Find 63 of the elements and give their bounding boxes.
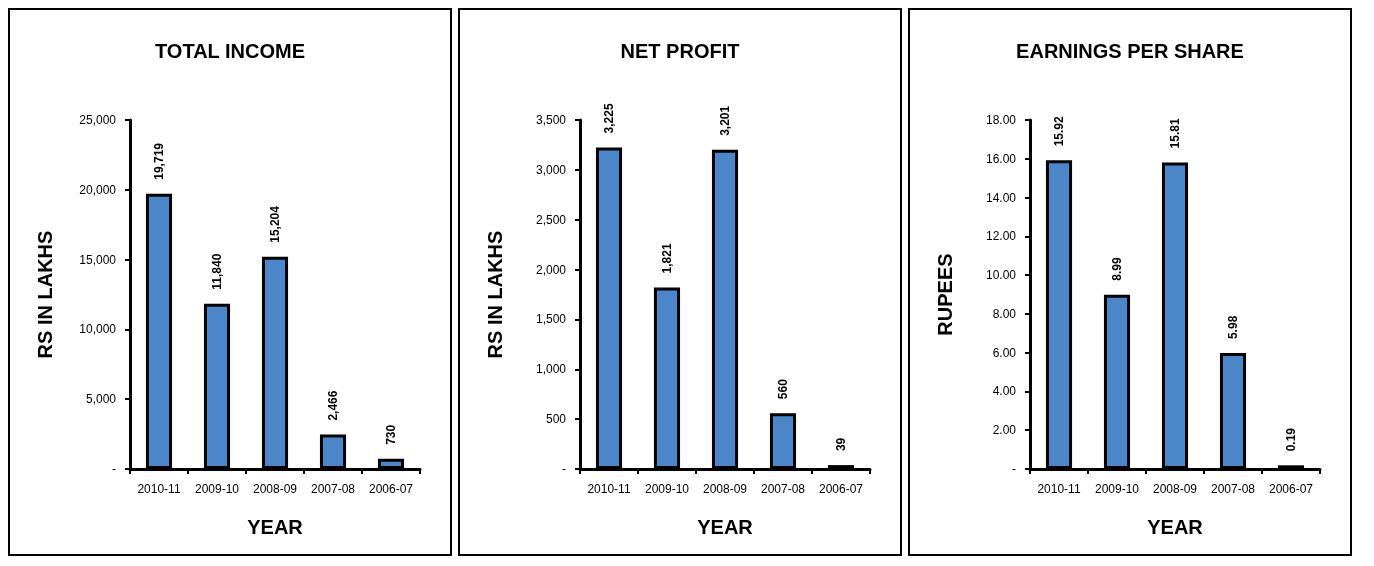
x-tick-label: 2009-10 [194, 482, 240, 496]
y-tick-label: 5,000 [85, 392, 117, 407]
y-tick-label: 2,500 [535, 212, 567, 227]
data-label: 8.99 [1110, 257, 1124, 281]
y-tick-label: 12.00 [985, 229, 1017, 244]
x-axis-title: YEAR [247, 516, 304, 538]
x-tick-label: 2008-09 [1152, 482, 1198, 496]
y-axis-title: RS IN LAKHS [34, 230, 56, 359]
x-tick-label: 2009-10 [644, 482, 690, 496]
y-tick-label: 18.00 [985, 113, 1017, 127]
y-tick-label: 1,000 [535, 362, 567, 377]
y-tick-label: 2,000 [535, 262, 567, 277]
data-label: 560 [776, 378, 790, 400]
x-tick-label: 2006-07 [368, 482, 414, 496]
y-tick-label: 3,500 [535, 113, 567, 127]
y-tick-label: - [1012, 462, 1016, 476]
x-tick-label: 2010-11 [137, 482, 181, 496]
y-tick-label: 8.00 [992, 306, 1017, 321]
data-label: 19,719 [152, 142, 166, 180]
y-tick-label: 3,000 [535, 162, 567, 177]
data-label: 15,204 [268, 205, 282, 243]
y-tick-label: 1,500 [535, 312, 567, 327]
data-label: 11,840 [210, 253, 224, 290]
data-label: 3,201 [718, 105, 732, 136]
y-tick-label: 6.00 [992, 345, 1017, 360]
data-label: 39 [834, 437, 848, 452]
x-axis-title: YEAR [1147, 516, 1204, 538]
y-tick-label: 25,000 [79, 113, 117, 127]
x-tick-label: 2007-08 [310, 482, 356, 496]
data-label: 0.19 [1284, 427, 1298, 452]
y-tick-label: 10,000 [79, 322, 117, 337]
x-tick-label: 2008-09 [252, 482, 298, 496]
x-tick-label: 2010-11 [1037, 482, 1081, 496]
data-label: 730 [384, 424, 398, 445]
data-label: 3,225 [602, 103, 616, 134]
y-tick-label: 16.00 [985, 151, 1017, 166]
y-tick-label: 500 [545, 412, 567, 427]
chart-title: EARNINGS PER SHARE [1016, 40, 1244, 62]
x-tick-label: 2007-08 [1210, 482, 1256, 496]
data-label: 1,821 [660, 243, 674, 274]
x-tick-label: 2010-11 [587, 482, 631, 496]
y-tick-label: 15,000 [79, 252, 117, 267]
y-axis-title: RS IN LAKHS [484, 230, 506, 359]
x-tick-label: 2006-07 [1268, 482, 1314, 496]
y-tick-label: 14.00 [985, 190, 1017, 205]
data-label: 15.81 [1168, 118, 1182, 149]
x-tick-label: 2008-09 [702, 482, 748, 496]
y-tick-label: 2.00 [992, 423, 1017, 438]
data-label: 2,466 [326, 390, 340, 421]
x-tick-label: 2006-07 [818, 482, 864, 496]
y-tick-label: 4.00 [992, 384, 1017, 399]
data-label: 5.98 [1226, 315, 1240, 340]
y-tick-label: - [112, 462, 116, 476]
y-axis-title: RUPEES [934, 253, 956, 336]
x-axis-title: YEAR [697, 516, 754, 538]
x-tick-label: 2009-10 [1094, 482, 1140, 496]
chart-title: TOTAL INCOME [155, 40, 305, 62]
data-label: 15.92 [1052, 115, 1066, 147]
x-tick-label: 2007-08 [760, 482, 806, 496]
y-tick-label: 10.00 [985, 268, 1017, 283]
chart-title: NET PROFIT [620, 40, 740, 62]
y-tick-label: 20,000 [79, 182, 117, 197]
y-tick-label: - [562, 462, 566, 476]
